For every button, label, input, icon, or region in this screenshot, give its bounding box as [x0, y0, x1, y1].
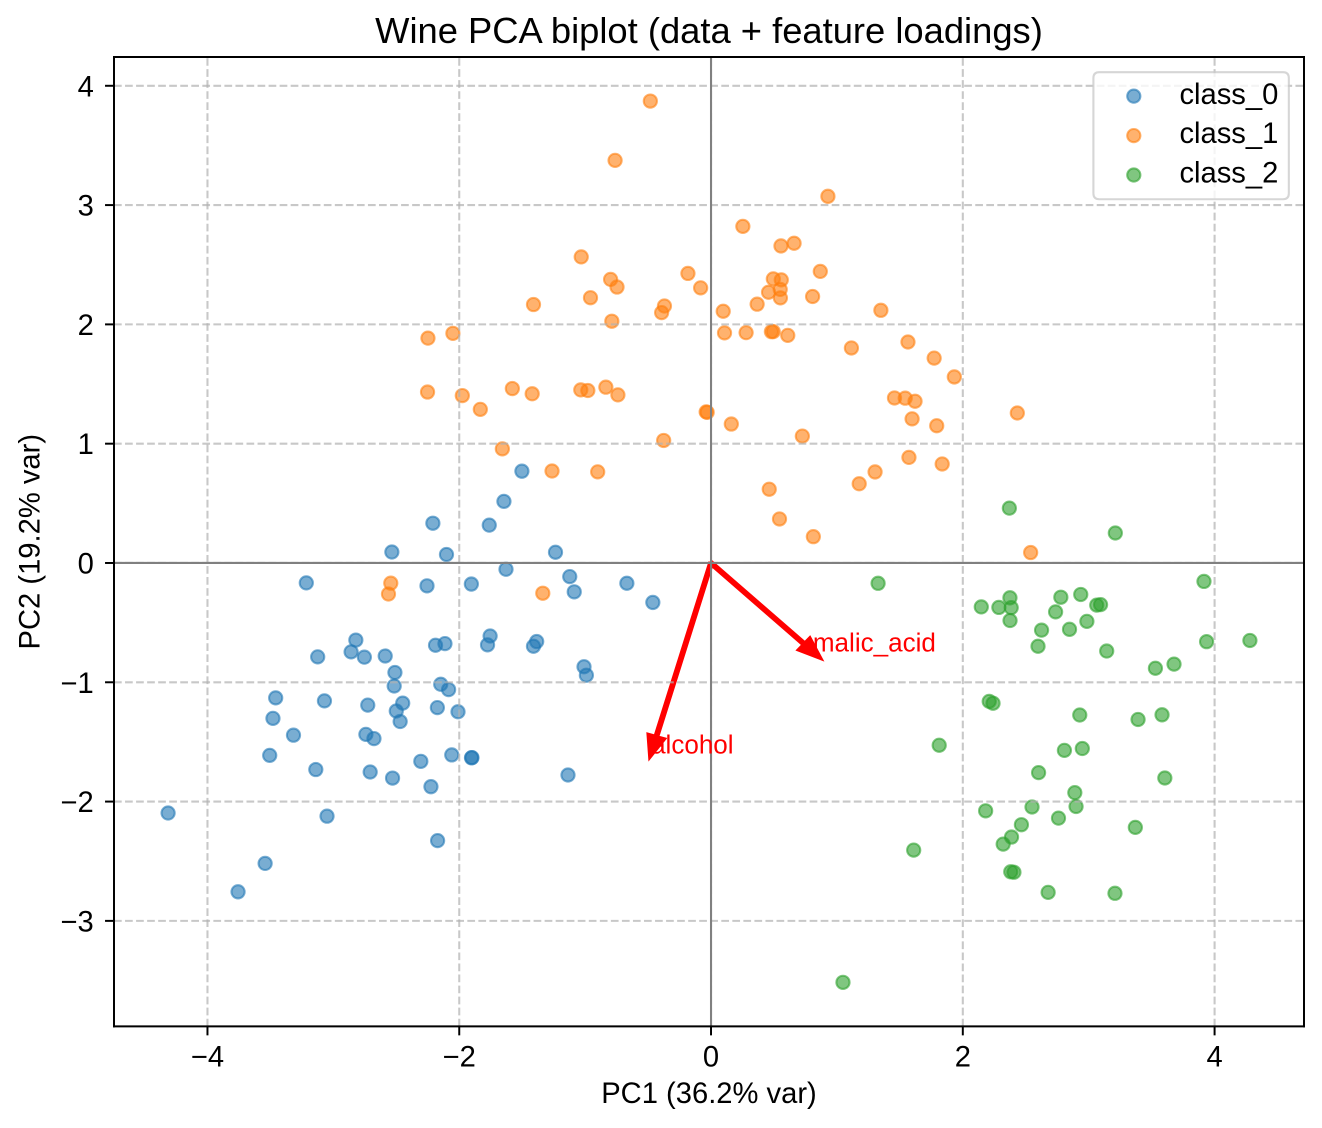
svg-text:class_2: class_2: [1179, 158, 1278, 190]
svg-text:2: 2: [955, 1041, 971, 1073]
svg-text:alcohol: alcohol: [651, 729, 734, 759]
svg-text:−2: −2: [61, 787, 94, 819]
svg-text:Wine PCA biplot (data + featur: Wine PCA biplot (data + feature loadings…: [375, 10, 1043, 51]
svg-text:4: 4: [78, 71, 94, 103]
svg-text:PC1 (36.2% var): PC1 (36.2% var): [601, 1078, 817, 1110]
svg-text:4: 4: [1206, 1041, 1222, 1073]
svg-text:class_1: class_1: [1179, 118, 1278, 150]
svg-text:−1: −1: [61, 668, 94, 700]
svg-text:3: 3: [78, 191, 94, 223]
svg-text:−4: −4: [191, 1041, 224, 1073]
svg-text:−3: −3: [61, 906, 94, 938]
svg-text:2: 2: [78, 310, 94, 342]
svg-text:0: 0: [78, 549, 94, 581]
svg-text:−2: −2: [443, 1041, 476, 1073]
svg-text:0: 0: [703, 1041, 719, 1073]
svg-text:PC2 (19.2% var): PC2 (19.2% var): [15, 434, 47, 650]
svg-text:1: 1: [78, 429, 94, 461]
svg-text:class_0: class_0: [1179, 79, 1278, 111]
svg-text:malic_acid: malic_acid: [813, 628, 936, 658]
